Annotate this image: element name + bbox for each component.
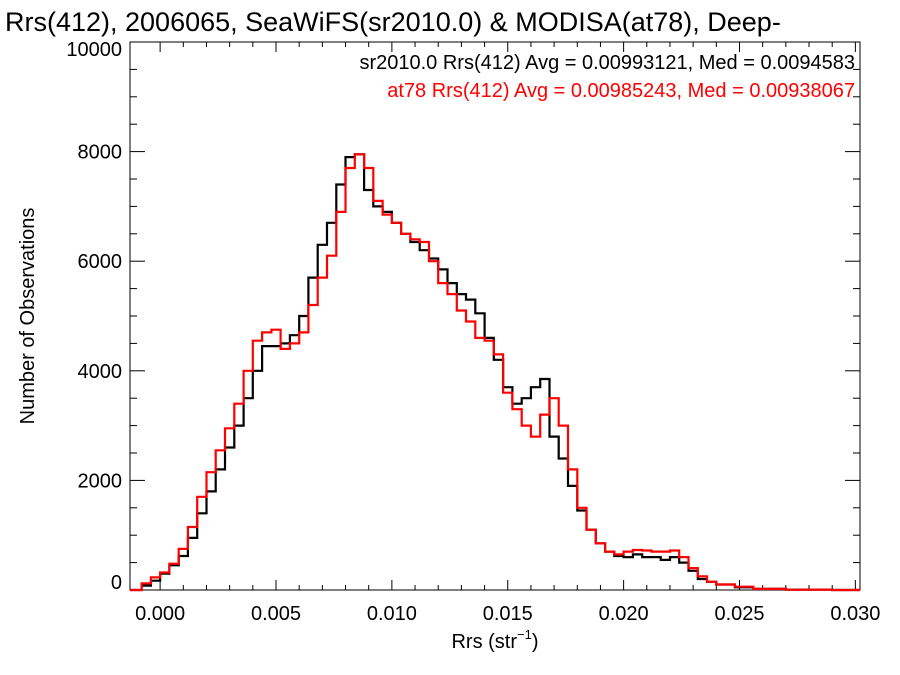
x-axis-label-main: Rrs (str (451, 631, 517, 653)
x-axis-label-tail: ) (532, 631, 539, 653)
axis-ticks: 0.000 0.005 0.010 0.015 0.020 0.025 0.030 0 2000… (66, 39, 880, 625)
annotation-at78: at78 Rrs(412) Avg = 0.00985243, Med = 0.… (387, 80, 855, 102)
x-tick-label: 0.015 (483, 603, 533, 625)
x-tick-label: 0.005 (251, 603, 301, 625)
y-axis-label: Number of Observations (17, 208, 39, 425)
plot-frame (129, 41, 861, 591)
chart-title: Rrs(412), 2006065, SeaWiFS(sr2010.0) & M… (5, 7, 781, 37)
series-layer (130, 153, 860, 592)
series-line-at78 (130, 153, 860, 592)
y-tick-label: 10000 (66, 39, 122, 61)
y-tick-label: 8000 (78, 142, 123, 164)
x-tick-label: 0.000 (135, 603, 185, 625)
x-tick-label: 0.030 (830, 603, 880, 625)
y-tick-label: 6000 (78, 251, 123, 273)
annotation-sr2010: sr2010.0 Rrs(412) Avg = 0.00993121, Med … (359, 52, 855, 74)
x-tick-label: 0.020 (599, 603, 649, 625)
x-axis-label-sup: −1 (517, 627, 532, 642)
x-axis-label: Rrs (str−1) (451, 627, 538, 653)
y-tick-label: 4000 (78, 361, 123, 383)
y-tick-label: 0 (111, 572, 122, 594)
y-tick-label: 2000 (78, 470, 123, 492)
series-line-sr2010 (130, 153, 860, 592)
x-tick-label: 0.025 (714, 603, 764, 625)
x-tick-label: 0.010 (367, 603, 417, 625)
